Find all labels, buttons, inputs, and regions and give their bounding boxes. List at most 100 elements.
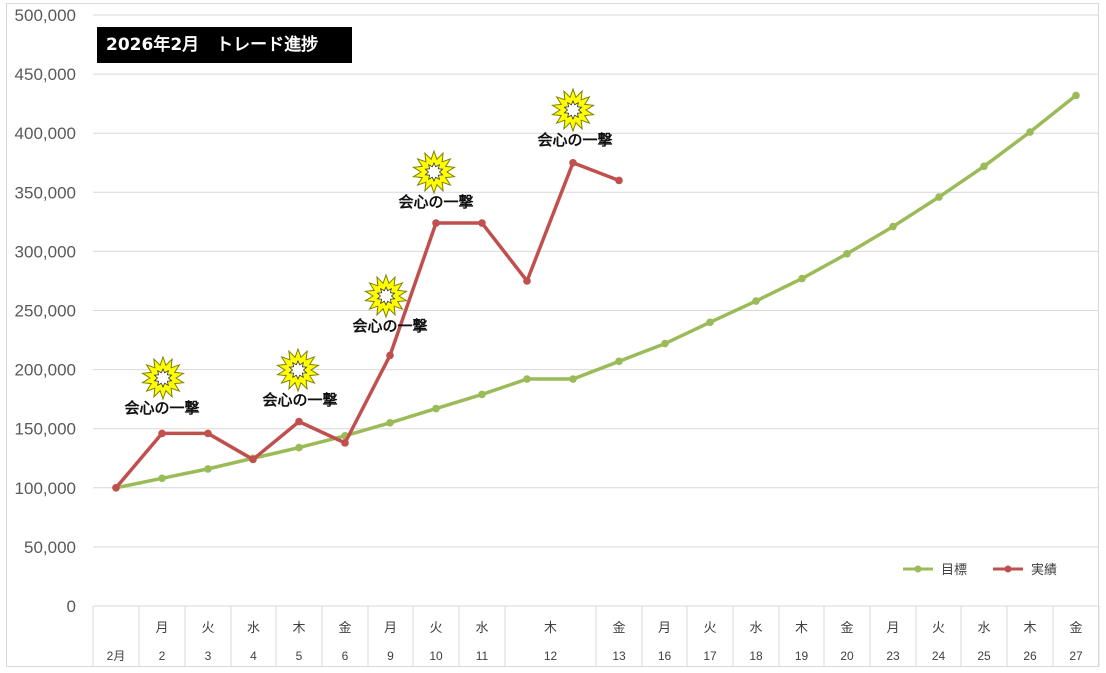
x-tick-day: 24 bbox=[932, 649, 946, 663]
data-point bbox=[569, 375, 577, 383]
data-point bbox=[158, 474, 166, 483]
series-line-0 bbox=[115, 94, 1078, 490]
y-tick-label: 150,000 bbox=[15, 420, 76, 439]
x-tick-day: 4 bbox=[250, 649, 257, 663]
data-point bbox=[615, 357, 623, 366]
annotation-label: 会心の一撃 bbox=[352, 317, 427, 335]
x-tick-day: 6 bbox=[342, 649, 349, 663]
x-tick-day: 3 bbox=[205, 649, 212, 663]
data-point bbox=[341, 439, 349, 447]
y-tick-label: 250,000 bbox=[15, 302, 76, 321]
x-tick-weekday: 金 bbox=[612, 620, 625, 636]
x-tick-day: 11 bbox=[476, 649, 489, 663]
x-tick-day: 25 bbox=[977, 649, 991, 663]
x-tick-weekday: 金 bbox=[840, 620, 853, 636]
data-point bbox=[935, 193, 943, 201]
data-point bbox=[112, 484, 120, 492]
data-point bbox=[615, 176, 623, 185]
x-tick-weekday: 木 bbox=[1023, 621, 1036, 636]
x-tick-weekday: 火 bbox=[201, 621, 214, 636]
y-tick-label: 300,000 bbox=[15, 242, 76, 261]
data-point bbox=[295, 417, 303, 426]
data-point bbox=[752, 297, 760, 305]
x-tick-weekday: 月 bbox=[886, 621, 899, 636]
x-tick-day: 17 bbox=[703, 649, 717, 663]
data-point bbox=[204, 465, 212, 473]
data-point bbox=[980, 162, 988, 171]
legend-label: 目標 bbox=[941, 563, 967, 578]
x-tick-day: 10 bbox=[429, 649, 443, 663]
data-point bbox=[798, 274, 806, 283]
x-tick-day: 18 bbox=[749, 649, 763, 663]
x-tick-weekday: 木 bbox=[292, 621, 305, 636]
x-tick-day: 12 bbox=[544, 649, 558, 663]
chart-title: 2026年2月 トレード進捗 bbox=[97, 27, 352, 63]
data-point bbox=[204, 429, 212, 438]
data-point bbox=[843, 249, 851, 258]
x-tick-day: 16 bbox=[658, 649, 672, 663]
x-tick-day: 20 bbox=[840, 649, 854, 663]
x-tick-weekday: 水 bbox=[247, 621, 260, 636]
x-tick-day: 27 bbox=[1069, 649, 1083, 663]
data-point bbox=[1026, 128, 1034, 136]
x-tick-weekday: 水 bbox=[977, 621, 990, 636]
y-tick-label: 0 bbox=[67, 597, 76, 616]
x-tick-weekday: 火 bbox=[703, 621, 716, 636]
x-tick-day: 2 bbox=[159, 649, 166, 663]
x-tick-weekday: 月 bbox=[658, 621, 671, 636]
starburst-inner-icon bbox=[424, 162, 444, 182]
starburst-inner-icon bbox=[288, 360, 308, 380]
series-line-1 bbox=[114, 161, 620, 489]
x-tick-weekday: 金 bbox=[338, 620, 351, 636]
data-point bbox=[1072, 91, 1080, 100]
x-tick-day: 5 bbox=[296, 649, 303, 663]
annotation-label: 会心の一撃 bbox=[262, 391, 337, 409]
x-tick-weekday: 水 bbox=[475, 621, 488, 636]
legend-marker bbox=[1004, 565, 1012, 573]
x-tick-weekday: 金 bbox=[1069, 620, 1082, 636]
y-tick-label: 500,000 bbox=[15, 6, 76, 25]
starburst-inner-icon bbox=[153, 368, 173, 388]
legend-label: 実績 bbox=[1031, 562, 1057, 578]
annotation-label: 会心の一撃 bbox=[398, 193, 473, 211]
data-point bbox=[478, 390, 486, 399]
x-tick-day: 9 bbox=[387, 649, 394, 663]
x-tick-day: 26 bbox=[1023, 649, 1037, 663]
data-point bbox=[295, 443, 303, 452]
y-tick-label: 400,000 bbox=[15, 124, 76, 143]
data-point bbox=[569, 158, 577, 167]
annotation-label: 会心の一撃 bbox=[124, 399, 199, 417]
data-point bbox=[889, 222, 897, 231]
data-point bbox=[706, 318, 714, 327]
x-tick-day: 2月 bbox=[107, 649, 126, 663]
legend-marker bbox=[914, 565, 922, 573]
data-point bbox=[386, 351, 394, 360]
x-tick-day: 23 bbox=[886, 649, 900, 663]
chart-frame bbox=[6, 3, 1099, 667]
x-tick-weekday: 火 bbox=[932, 621, 945, 636]
data-point bbox=[432, 404, 440, 413]
y-tick-label: 350,000 bbox=[15, 183, 76, 202]
data-point bbox=[158, 429, 166, 438]
x-tick-weekday: 火 bbox=[429, 621, 442, 636]
y-tick-label: 50,000 bbox=[24, 538, 76, 557]
x-tick-weekday: 木 bbox=[795, 621, 808, 636]
y-tick-label: 450,000 bbox=[15, 65, 76, 84]
data-point bbox=[478, 219, 486, 227]
data-point bbox=[523, 277, 531, 285]
y-tick-label: 200,000 bbox=[15, 361, 76, 380]
starburst-inner-icon bbox=[563, 100, 583, 120]
data-point bbox=[249, 455, 257, 464]
x-tick-day: 13 bbox=[612, 649, 626, 663]
data-point bbox=[386, 418, 394, 427]
data-point bbox=[661, 339, 669, 348]
annotation-label: 会心の一撃 bbox=[537, 131, 612, 149]
x-tick-weekday: 月 bbox=[155, 621, 168, 636]
data-point bbox=[432, 219, 440, 227]
x-tick-weekday: 水 bbox=[749, 621, 762, 636]
y-tick-label: 100,000 bbox=[15, 479, 76, 498]
x-tick-day: 19 bbox=[795, 649, 809, 663]
x-tick-weekday: 月 bbox=[384, 621, 397, 636]
starburst-inner-icon bbox=[376, 286, 396, 306]
